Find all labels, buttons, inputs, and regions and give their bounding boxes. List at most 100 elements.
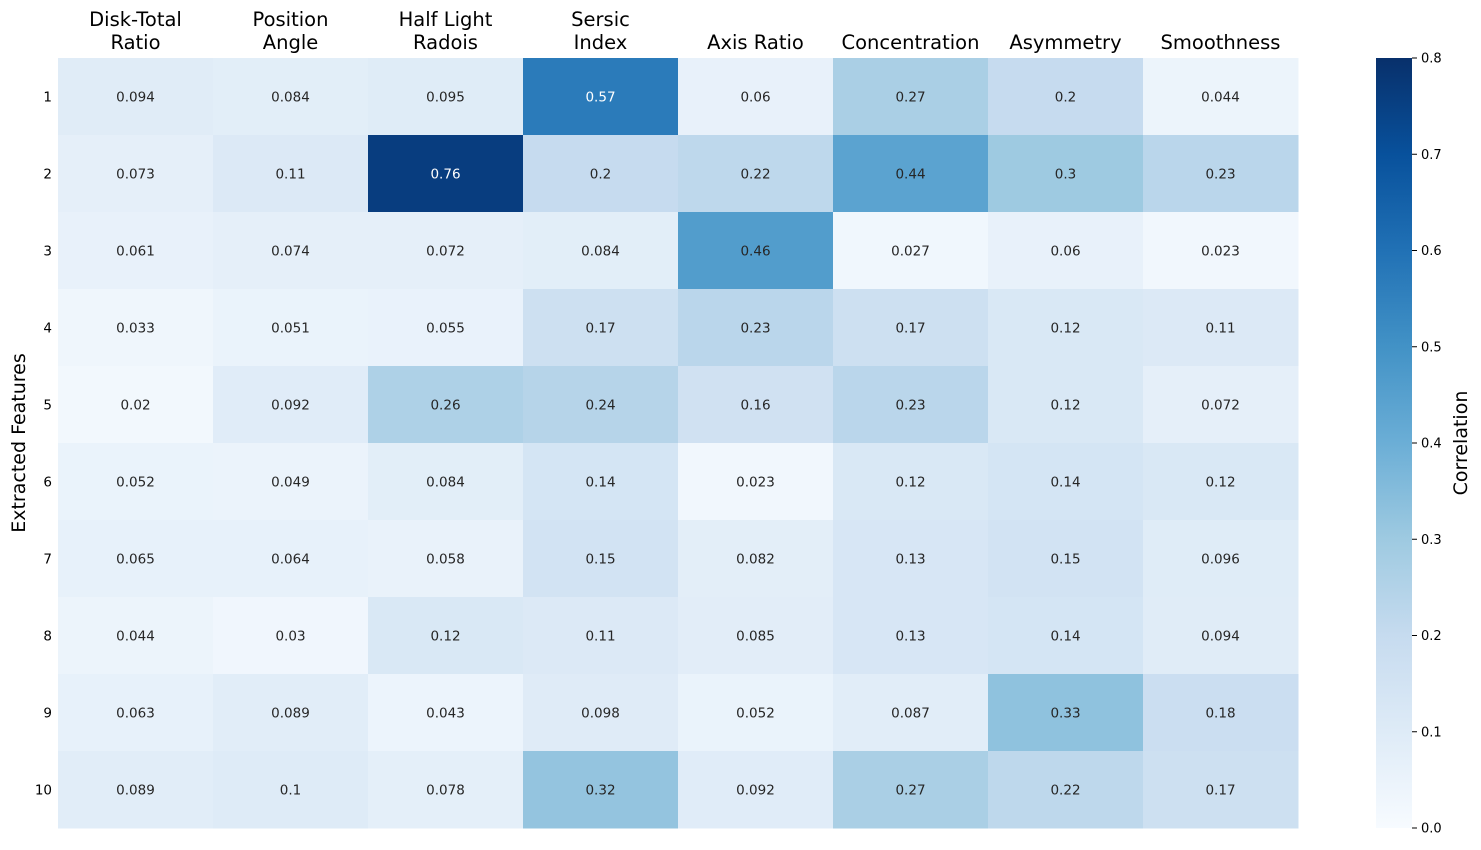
column-label: Asymmetry [1009, 31, 1121, 54]
cell-value-label: 0.32 [585, 783, 615, 799]
heatmap-cell [368, 135, 524, 213]
heatmap-cell [58, 366, 214, 444]
heatmap-cell [678, 520, 834, 598]
heatmap-cell [1143, 289, 1299, 367]
heatmap-cell [988, 135, 1144, 213]
heatmap-cell [988, 212, 1144, 290]
cell-value-label: 0.3 [1055, 167, 1076, 183]
colorbar-gradient [1376, 58, 1412, 828]
cell-value-label: 0.11 [1205, 321, 1235, 337]
column-label: Smoothness [1161, 31, 1281, 54]
y-axis-label: Extracted Features [8, 353, 30, 533]
heatmap-cell [988, 674, 1144, 752]
cell-value-label: 0.023 [1201, 244, 1240, 260]
heatmap-cell [678, 366, 834, 444]
cell-value-label: 0.049 [271, 475, 310, 491]
column-label: Disk-Total [89, 8, 182, 31]
cell-value-label: 0.46 [740, 244, 770, 260]
heatmap-cell [678, 751, 834, 829]
heatmap-cell [213, 674, 369, 752]
heatmap-cell [833, 366, 989, 444]
colorbar-tick-label: 0.8 [1421, 52, 1442, 67]
heatmap-cell [678, 58, 834, 136]
heatmap-cell [523, 443, 679, 521]
cell-value-label: 0.11 [275, 167, 305, 183]
cell-value-label: 0.058 [426, 552, 465, 568]
heatmap-cell [988, 751, 1144, 829]
cell-value-label: 0.17 [1205, 783, 1235, 799]
cell-value-label: 0.044 [1201, 90, 1240, 106]
heatmap-cell [678, 289, 834, 367]
colorbar-tick-label: 0.1 [1421, 725, 1442, 740]
cell-value-label: 0.14 [1050, 629, 1080, 645]
heatmap-cell [833, 58, 989, 136]
heatmap-cell [523, 597, 679, 675]
heatmap-cell [678, 674, 834, 752]
cell-value-label: 0.06 [1050, 244, 1080, 260]
heatmap-cell [368, 212, 524, 290]
heatmap-cell [213, 289, 369, 367]
cell-value-label: 0.12 [1205, 475, 1235, 491]
heatmap-cell [523, 135, 679, 213]
heatmap-cell [988, 520, 1144, 598]
cell-value-label: 0.043 [426, 706, 465, 722]
cell-value-label: 0.2 [590, 167, 611, 183]
cell-value-label: 0.052 [736, 706, 775, 722]
cell-value-label: 0.094 [1201, 629, 1240, 645]
column-label: Radois [413, 31, 478, 54]
colorbar-tick-label: 0.6 [1421, 244, 1442, 259]
heatmap-cell [213, 597, 369, 675]
colorbar: 0.0 0.1 0.2 0.3 0.4 0.5 0.6 0.7 0.8 Correlation [1376, 52, 1472, 837]
colorbar-tick-label: 0.2 [1421, 629, 1442, 644]
cell-value-label: 0.082 [736, 552, 775, 568]
heatmap-cell [213, 135, 369, 213]
heatmap-cell [678, 597, 834, 675]
column-label: Index [574, 31, 628, 54]
cell-value-label: 0.044 [116, 629, 155, 645]
cell-value-label: 0.089 [116, 783, 155, 799]
row-label: 1 [43, 90, 52, 106]
column-label: Axis Ratio [707, 31, 804, 54]
heatmap-cell [368, 443, 524, 521]
cell-value-label: 0.096 [1201, 552, 1240, 568]
heatmap-cell [988, 289, 1144, 367]
cell-value-label: 0.14 [1050, 475, 1080, 491]
cell-value-label: 0.11 [585, 629, 615, 645]
cell-value-label: 0.14 [585, 475, 615, 491]
cell-value-label: 0.033 [116, 321, 155, 337]
cell-value-label: 0.051 [271, 321, 310, 337]
cell-value-label: 0.027 [891, 244, 930, 260]
column-label: Half Light [399, 8, 493, 31]
heatmap-cell [523, 58, 679, 136]
heatmap-cell [833, 597, 989, 675]
cell-value-label: 0.23 [895, 398, 925, 414]
cell-value-label: 0.064 [271, 552, 310, 568]
heatmap-cell [368, 366, 524, 444]
cell-value-label: 0.03 [275, 629, 305, 645]
cell-value-label: 0.13 [895, 552, 925, 568]
colorbar-tick-label: 0.5 [1421, 340, 1442, 355]
row-label: 9 [43, 706, 52, 722]
heatmap-cell [833, 751, 989, 829]
heatmap-cell [678, 443, 834, 521]
cell-value-label: 0.065 [116, 552, 155, 568]
cell-value-label: 0.02 [120, 398, 150, 414]
heatmap-cell [368, 597, 524, 675]
heatmap-cell [58, 674, 214, 752]
heatmap-cell [58, 751, 214, 829]
cell-value-label: 0.16 [740, 398, 770, 414]
cell-value-label: 0.57 [585, 90, 615, 106]
cell-value-label: 0.17 [895, 321, 925, 337]
cell-value-label: 0.44 [895, 167, 925, 183]
cell-value-label: 0.23 [1205, 167, 1235, 183]
cell-value-label: 0.084 [581, 244, 620, 260]
heatmap-cell [213, 443, 369, 521]
heatmap-cell [58, 289, 214, 367]
heatmap-cell [58, 443, 214, 521]
heatmap-cell [58, 58, 214, 136]
colorbar-label: Correlation [1450, 391, 1472, 496]
heatmap-cell [368, 58, 524, 136]
